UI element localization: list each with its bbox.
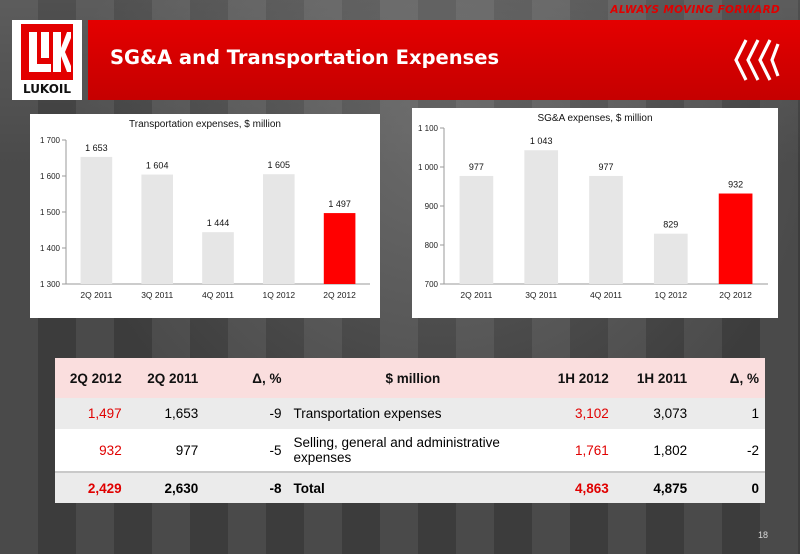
table-header-1h2011: 1H 2011: [614, 358, 694, 398]
cell-delta-h: -2: [693, 429, 765, 472]
y-tick-label: 1 700: [40, 136, 61, 145]
data-label: 1 605: [268, 160, 291, 170]
x-tick-label: 3Q 2011: [141, 290, 173, 300]
data-label: 1 444: [207, 218, 230, 228]
cell-delta-h: 1: [693, 398, 765, 429]
y-tick-label: 1 300: [40, 280, 61, 289]
data-label: 1 043: [530, 136, 553, 146]
y-tick-label: 1 000: [418, 163, 439, 172]
cell-delta-q: -9: [204, 398, 288, 429]
x-tick-label: 3Q 2011: [525, 290, 557, 300]
bar: [653, 233, 688, 284]
cell-2q2011: 2,630: [127, 471, 205, 503]
cell-2q2011: 1,653: [127, 398, 205, 429]
logo-text: LUKOIL: [22, 82, 72, 96]
data-label: 1 653: [85, 143, 108, 153]
bar: [80, 156, 113, 284]
x-tick-label: 2Q 2012: [323, 290, 356, 300]
bar: [459, 175, 494, 284]
cell-1h2012: 4,863: [538, 471, 615, 503]
bar: [589, 175, 623, 284]
page-title: SG&A and Transportation Expenses: [110, 46, 500, 69]
bar: [323, 213, 356, 284]
x-tick-label: 2Q 2011: [80, 290, 112, 300]
y-tick-label: 1 400: [40, 244, 61, 253]
cell-1h2012: 1,761: [538, 429, 615, 472]
table-header-1h2012: 1H 2012: [538, 358, 615, 398]
cell-1h2011: 1,802: [614, 429, 694, 472]
cell-item-label: Selling, general and administrative expe…: [287, 429, 539, 472]
cell-2q2012: 1,497: [55, 398, 128, 429]
bar: [141, 174, 174, 284]
tagline: ALWAYS MOVING FORWARD: [610, 4, 780, 16]
cell-2q2012: 932: [55, 429, 128, 472]
chevrons-icon: [734, 39, 780, 81]
table-row: 932 977 -5 Selling, general and administ…: [55, 429, 765, 472]
data-label: 829: [663, 220, 678, 230]
lukoil-logo-icon: [21, 24, 73, 80]
data-label: 977: [469, 162, 484, 172]
bar: [262, 174, 295, 284]
table-header-row: 2Q 2012 2Q 2011 Δ, % $ million 1H 2012 1…: [55, 358, 765, 398]
y-tick-label: 1 600: [40, 172, 61, 181]
financial-table: 2Q 2012 2Q 2011 Δ, % $ million 1H 2012 1…: [55, 358, 765, 503]
data-label: 1 604: [146, 161, 169, 171]
table-header-2q2011: 2Q 2011: [127, 358, 205, 398]
charts-area: Transportation expenses, $ million 1 300 1…: [30, 108, 778, 318]
data-label: 977: [598, 162, 613, 172]
header-bar: SG&A and Transportation Expenses: [88, 20, 800, 100]
data-label: 1 497: [328, 199, 351, 209]
lukoil-logo: LUKOIL: [12, 20, 82, 100]
cell-2q2012: 2,429: [55, 471, 128, 503]
table-row: 1,497 1,653 -9 Transportation expenses 3…: [55, 398, 765, 429]
table-total-row: 2,429 2,630 -8 Total 4,863 4,875 0: [55, 471, 765, 503]
x-tick-label: 2Q 2011: [460, 290, 492, 300]
page-number: 18: [757, 530, 768, 540]
x-tick-label: 1Q 2012: [654, 290, 687, 300]
x-tick-label: 4Q 2011: [590, 290, 622, 300]
data-label: 932: [728, 180, 743, 190]
y-tick-label: 1 100: [418, 124, 439, 133]
table-header-unit: $ million: [287, 358, 539, 398]
cell-2q2011: 977: [127, 429, 205, 472]
chart-title: SG&A expenses, $ million: [537, 113, 652, 124]
cell-delta-q: -8: [204, 471, 288, 503]
chart-1: Transportation expenses, $ million 1 300 1…: [30, 114, 380, 318]
bar: [718, 193, 753, 284]
table-header-delta-q: Δ, %: [204, 358, 288, 398]
cell-delta-h: 0: [693, 471, 765, 503]
cell-1h2012: 3,102: [538, 398, 615, 429]
y-tick-label: 800: [425, 241, 439, 250]
cell-1h2011: 4,875: [614, 471, 694, 503]
x-tick-label: 4Q 2011: [202, 290, 234, 300]
chart-2: SG&A expenses, $ million 700 800 900 1 000 1 …: [412, 108, 778, 318]
y-tick-label: 700: [425, 280, 439, 289]
x-tick-label: 2Q 2012: [719, 290, 752, 300]
table-header-delta-h: Δ, %: [693, 358, 765, 398]
bar: [202, 232, 234, 284]
cell-item-label: Total: [287, 471, 539, 503]
y-tick-label: 1 500: [40, 208, 61, 217]
x-tick-label: 1Q 2012: [262, 290, 295, 300]
y-tick-label: 900: [425, 202, 439, 211]
cell-1h2011: 3,073: [614, 398, 694, 429]
cell-delta-q: -5: [204, 429, 288, 472]
bar: [524, 150, 559, 284]
cell-item-label: Transportation expenses: [287, 398, 539, 429]
table-header-2q2012: 2Q 2012: [55, 358, 128, 398]
chart-title: Transportation expenses, $ million: [129, 119, 281, 130]
